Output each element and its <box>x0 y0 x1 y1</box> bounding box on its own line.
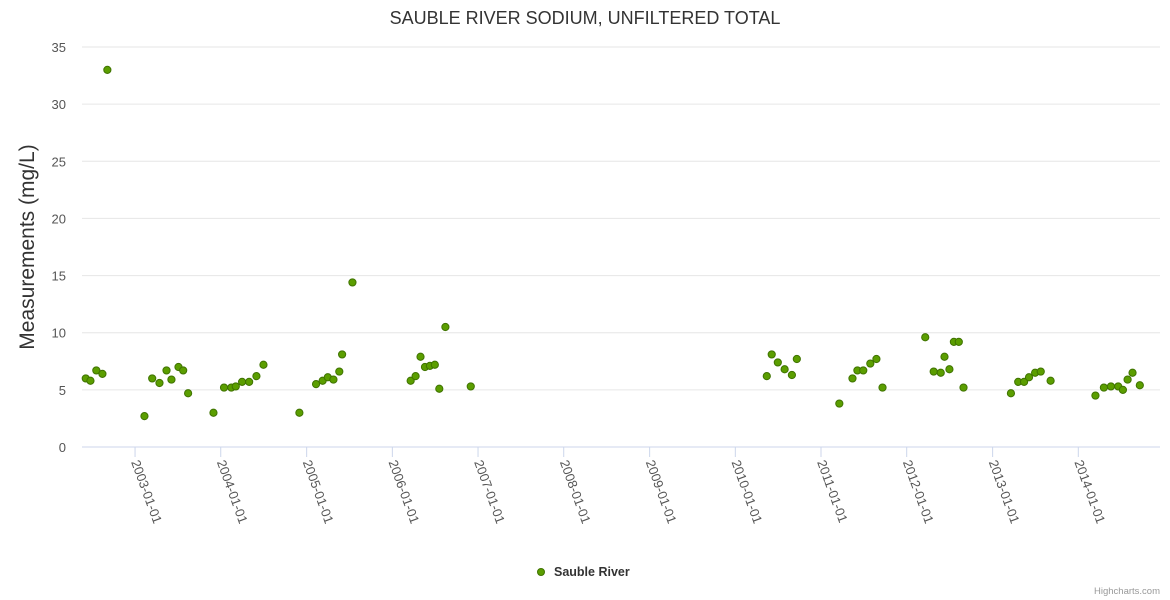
data-point[interactable] <box>1036 367 1045 376</box>
data-point[interactable] <box>945 365 954 374</box>
data-point[interactable] <box>238 377 247 386</box>
y-axis-label: Measurements (mg/L) <box>16 144 39 349</box>
data-point[interactable] <box>773 358 782 367</box>
data-point[interactable] <box>435 384 444 393</box>
data-point[interactable] <box>252 372 261 381</box>
data-point[interactable] <box>348 278 357 287</box>
y-tick-label: 0 <box>59 440 66 455</box>
data-point[interactable] <box>787 370 797 380</box>
data-points[interactable] <box>81 65 1144 421</box>
x-tick-label: 2006-01-01 <box>386 458 423 526</box>
x-tick-labels: 2003-01-01 2004-01-01 2005-01-01 2006-01-01… <box>128 447 1108 526</box>
data-point[interactable] <box>103 65 112 74</box>
data-point[interactable] <box>767 350 776 359</box>
data-point[interactable] <box>92 366 101 375</box>
data-point[interactable] <box>411 372 420 381</box>
data-point[interactable] <box>167 375 176 384</box>
data-point[interactable] <box>929 367 938 376</box>
data-point[interactable] <box>954 337 963 346</box>
data-point[interactable] <box>878 383 887 392</box>
data-point[interactable] <box>259 360 268 369</box>
data-point[interactable] <box>209 408 218 417</box>
data-point[interactable] <box>86 376 95 385</box>
data-point[interactable] <box>848 374 857 383</box>
x-tick-label: 2003-01-01 <box>128 458 165 526</box>
x-tick-label: 2010-01-01 <box>729 458 766 526</box>
y-tick-label: 25 <box>52 154 66 169</box>
x-tick-label: 2008-01-01 <box>557 458 594 526</box>
data-point[interactable] <box>245 377 254 386</box>
x-tick-label: 2013-01-01 <box>986 458 1023 526</box>
data-point[interactable] <box>1046 376 1055 385</box>
data-point[interactable] <box>179 366 188 375</box>
data-point[interactable] <box>872 354 881 364</box>
data-point[interactable] <box>311 380 321 389</box>
data-point[interactable] <box>921 333 930 342</box>
y-tick-label: 15 <box>52 269 66 284</box>
x-tick-label: 2012-01-01 <box>900 458 937 526</box>
data-point[interactable] <box>295 408 304 417</box>
data-point[interactable] <box>98 369 107 378</box>
x-tick-label: 2011-01-01 <box>814 458 851 525</box>
data-point[interactable] <box>335 367 344 376</box>
data-point[interactable] <box>959 383 968 392</box>
x-tick-label: 2009-01-01 <box>643 458 680 526</box>
y-tick-label: 35 <box>52 40 66 55</box>
data-point[interactable] <box>219 383 229 392</box>
data-point[interactable] <box>338 350 347 359</box>
data-point[interactable] <box>148 374 157 383</box>
y-tick-labels: 0 5 10 15 20 25 30 35 <box>52 40 66 455</box>
data-point[interactable] <box>140 412 149 421</box>
data-point[interactable] <box>1128 368 1137 377</box>
x-tick-label: 2004-01-01 <box>214 458 251 526</box>
data-point[interactable] <box>416 352 425 361</box>
data-point[interactable] <box>1118 385 1128 394</box>
legend[interactable]: Sauble River <box>537 565 630 579</box>
data-point[interactable] <box>329 375 338 384</box>
data-point[interactable] <box>792 354 801 364</box>
data-point[interactable] <box>1123 375 1132 384</box>
credits-link[interactable]: Highcharts.com <box>1094 586 1160 597</box>
legend-marker <box>537 568 545 576</box>
data-point[interactable] <box>866 359 875 368</box>
data-point[interactable] <box>835 399 844 408</box>
y-tick-label: 10 <box>52 326 66 341</box>
data-point[interactable] <box>762 372 771 381</box>
data-point[interactable] <box>155 378 164 388</box>
x-tick-label: 2005-01-01 <box>300 458 337 526</box>
data-point[interactable] <box>231 382 240 391</box>
data-point[interactable] <box>1135 381 1144 390</box>
y-tick-label: 30 <box>52 97 66 112</box>
y-tick-label: 5 <box>59 383 66 398</box>
data-point[interactable] <box>184 389 193 398</box>
data-point[interactable] <box>1099 383 1108 392</box>
data-point[interactable] <box>441 322 450 332</box>
data-point[interactable] <box>1091 391 1100 400</box>
data-point[interactable] <box>936 368 945 377</box>
data-point[interactable] <box>162 366 171 375</box>
data-point[interactable] <box>940 352 949 361</box>
data-point[interactable] <box>430 360 439 369</box>
data-point[interactable] <box>1006 389 1016 398</box>
data-point[interactable] <box>859 366 868 375</box>
chart-title: SAUBLE RIVER SODIUM, UNFILTERED TOTAL <box>390 8 781 28</box>
legend-item-sauble-river[interactable]: Sauble River <box>554 565 630 579</box>
data-point[interactable] <box>1019 377 1029 386</box>
data-point[interactable] <box>406 376 415 385</box>
x-tick-label: 2007-01-01 <box>471 458 508 526</box>
data-point[interactable] <box>1106 382 1116 391</box>
data-point[interactable] <box>1024 373 1034 382</box>
grid-lines <box>82 46 1160 391</box>
data-point[interactable] <box>780 365 789 374</box>
x-tick-label: 2014-01-01 <box>1071 458 1108 526</box>
data-point[interactable] <box>466 382 475 391</box>
y-tick-label: 20 <box>52 211 66 226</box>
